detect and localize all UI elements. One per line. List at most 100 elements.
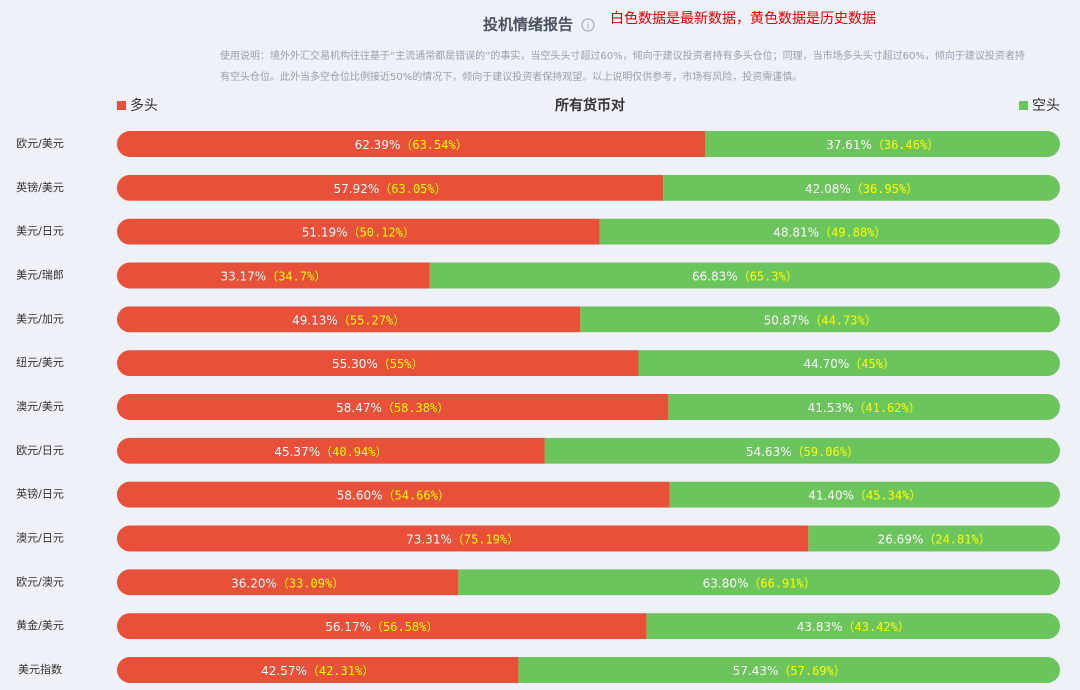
history-label: （63.54%）: [400, 138, 467, 152]
history-label: （55%）: [378, 357, 424, 371]
bar-segment: [663, 174, 1060, 201]
axis-title: 所有货币对: [555, 97, 625, 114]
bar-segment: [599, 218, 1060, 245]
bar-label: 26.69%（24.81%）: [878, 532, 991, 546]
legend-swatch: [117, 101, 126, 110]
history-label: （54.66%）: [383, 488, 450, 502]
history-label: （36.95%）: [851, 181, 918, 195]
bar-label: 37.61%（36.46%）: [826, 138, 939, 152]
history-label: （66.91%）: [748, 576, 815, 590]
value-label: 58.47%: [336, 400, 382, 414]
value-label: 42.08%: [805, 181, 851, 195]
bar-segment: [117, 569, 459, 596]
history-label: （41.62%）: [853, 400, 920, 414]
bar-segment: [117, 613, 647, 640]
bar-label: 42.57%（42.31%）: [261, 663, 374, 677]
y-tick-label: 澳元/日元: [16, 531, 64, 544]
y-tick-label: 美元指数: [18, 662, 62, 676]
legend-label: 多头: [130, 97, 158, 114]
history-label: （42.31%）: [307, 663, 374, 677]
bar-segment: [668, 393, 1060, 420]
bar-label: 55.30%（55%）: [332, 357, 423, 371]
y-tick-label: 欧元/日元: [16, 444, 64, 457]
value-label: 66.83%: [692, 269, 738, 283]
history-label: （63.05%）: [379, 181, 446, 195]
legend-swatch: [1019, 101, 1028, 110]
history-label: （50.12%）: [348, 225, 415, 239]
value-label: 48.81%: [773, 225, 819, 239]
bar-label: 73.31%（75.19%）: [406, 532, 519, 546]
bar-segment: [117, 656, 519, 683]
bar-label: 33.17%（34.7%）: [220, 269, 326, 283]
bar-segment: [458, 569, 1060, 596]
bar-label: 57.92%（63.05%）: [334, 181, 447, 195]
y-tick-label: 澳元/美元: [16, 400, 64, 413]
y-tick-label: 欧元/澳元: [16, 575, 64, 588]
bar-label: 42.08%（36.95%）: [805, 181, 918, 195]
bar-label: 49.13%（55.27%）: [292, 313, 405, 327]
history-label: （24.81%）: [923, 532, 990, 546]
history-label: （33.09%）: [277, 576, 344, 590]
value-label: 26.69%: [878, 532, 924, 546]
bar-label: 58.47%（58.38%）: [336, 400, 449, 414]
value-label: 36.20%: [231, 576, 277, 590]
bar-segment: [117, 131, 706, 157]
history-label: （58.38%）: [382, 400, 449, 414]
bar-label: 57.43%（57.69%）: [733, 663, 846, 677]
bar-label: 45.37%（40.94%）: [274, 444, 387, 458]
value-label: 45.37%: [274, 444, 320, 458]
info-icon[interactable]: [581, 18, 595, 32]
y-tick-label: 欧元/美元: [16, 137, 64, 150]
history-label: （43.42%）: [843, 620, 910, 634]
bar-label: 62.39%（63.54%）: [355, 138, 468, 152]
bar-segment: [808, 525, 1060, 552]
y-tick-label: 纽元/美元: [16, 355, 64, 369]
value-label: 58.60%: [337, 488, 383, 502]
bar-segment: [429, 262, 1060, 289]
history-label: （44.73%）: [809, 313, 876, 327]
y-tick-label: 英镑/日元: [16, 487, 64, 501]
value-label: 55.30%: [332, 357, 378, 371]
bar-segment: [580, 306, 1060, 333]
bar-segment: [117, 262, 430, 289]
chart-title: 投机情绪报告: [483, 16, 573, 34]
annotation: 白色数据是最新数据，黄色数据是历史数据: [610, 10, 876, 27]
history-label: （36.46%）: [872, 138, 939, 152]
bar-segment: [117, 350, 639, 377]
bar-label: 36.20%（33.09%）: [231, 576, 344, 590]
bar-segment: [117, 393, 669, 420]
bar-label: 41.40%（45.34%）: [808, 488, 921, 502]
bar-segment: [117, 437, 545, 464]
value-label: 43.83%: [797, 620, 843, 634]
value-label: 51.19%: [302, 225, 348, 239]
bar-segment: [518, 656, 1060, 683]
bar-segment: [544, 437, 1060, 464]
value-label: 62.39%: [355, 138, 401, 152]
legend-label: 空头: [1032, 98, 1060, 114]
bar-label: 48.81%（49.88%）: [773, 225, 886, 239]
value-label: 41.53%: [808, 400, 854, 414]
value-label: 56.17%: [325, 620, 371, 634]
value-label: 73.31%: [406, 532, 452, 546]
bar-segment: [117, 481, 670, 508]
bar-segment: [117, 525, 809, 552]
bar-segment: [646, 613, 1060, 640]
value-label: 50.87%: [764, 313, 810, 327]
value-label: 54.63%: [746, 444, 792, 458]
y-tick-label: 美元/日元: [16, 225, 64, 238]
bar-segment: [638, 350, 1060, 377]
description: 使用说明：境外外汇交易机构往往基于“主流通常都是错误的”的事实，当空头头寸超过6…: [220, 51, 1025, 83]
info-icon-glyph: i: [587, 22, 590, 32]
history-label: （75.19%）: [452, 532, 519, 546]
y-tick-label: 美元/加元: [16, 312, 64, 325]
history-label: （59.06%）: [792, 444, 859, 458]
bar-label: 50.87%（44.73%）: [764, 313, 877, 327]
value-label: 57.92%: [334, 181, 380, 195]
history-label: （49.88%）: [819, 225, 886, 239]
value-label: 42.57%: [261, 663, 307, 677]
bar-label: 58.60%（54.66%）: [337, 488, 450, 502]
bar-label: 56.17%（56.58%）: [325, 620, 438, 634]
bar-label: 66.83%（65.3%）: [692, 269, 798, 283]
